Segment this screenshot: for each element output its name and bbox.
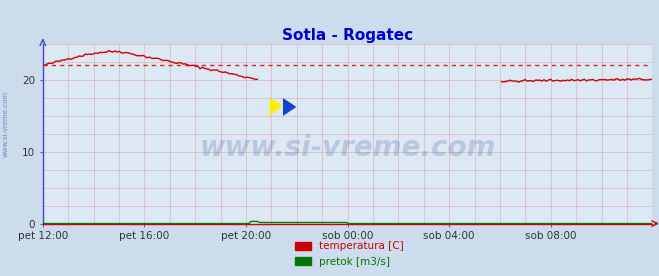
- Text: www.si-vreme.com: www.si-vreme.com: [200, 134, 496, 162]
- Legend: temperatura [C], pretok [m3/s]: temperatura [C], pretok [m3/s]: [291, 237, 408, 271]
- Polygon shape: [283, 98, 297, 116]
- Title: Sotla - Rogatec: Sotla - Rogatec: [282, 28, 413, 43]
- Polygon shape: [270, 98, 283, 116]
- Text: www.si-vreme.com: www.si-vreme.com: [2, 91, 9, 157]
